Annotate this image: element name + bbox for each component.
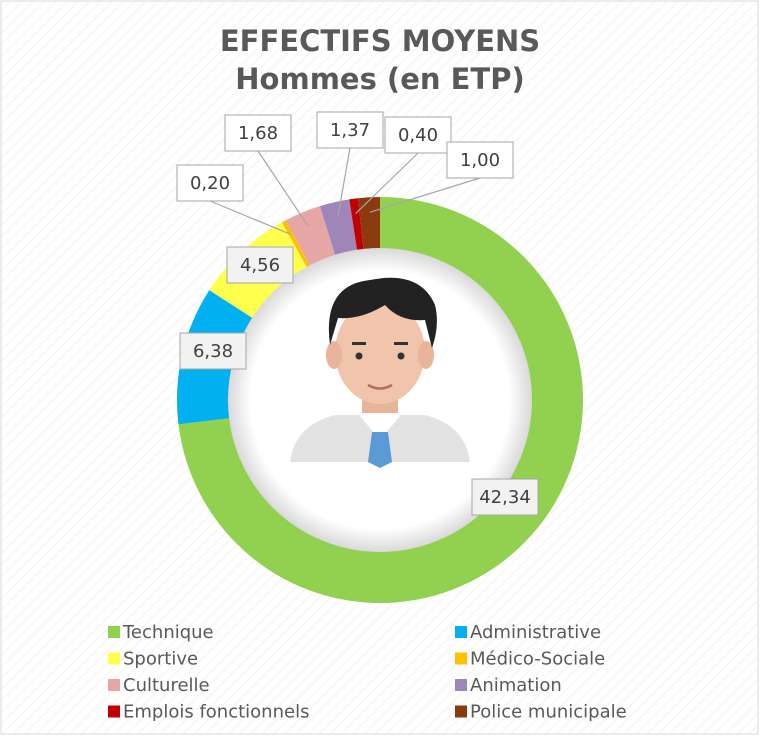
data-label: 6,38	[193, 341, 233, 362]
legend-label: Médico-Sociale	[470, 649, 605, 670]
legend-swatch	[108, 679, 120, 691]
data-label: 1,37	[330, 120, 370, 141]
data-label: 0,20	[190, 173, 230, 194]
chart-title: EFFECTIFS MOYENS Hommes (en ETP)	[180, 22, 580, 98]
legend-label: Emplois fonctionnels	[123, 702, 309, 723]
legend-swatch	[455, 653, 467, 665]
page: 42,34 6,38 4,56 0,20 1,68 1,37 0,40 1,00 Techni…	[0, 0, 760, 736]
data-label: 1,00	[460, 150, 500, 171]
data-label: 1,68	[238, 123, 278, 144]
legend-swatch	[455, 706, 467, 718]
legend-label: Technique	[122, 622, 214, 643]
legend-swatch	[455, 679, 467, 691]
data-label: 42,34	[479, 487, 531, 508]
legend-label: Animation	[470, 675, 562, 696]
data-label: 0,40	[398, 125, 438, 146]
legend-label: Culturelle	[123, 675, 210, 696]
legend-swatch	[108, 706, 120, 718]
chart: 42,34 6,38 4,56 0,20 1,68 1,37 0,40 1,00 Techni…	[0, 0, 760, 736]
legend-swatch	[455, 626, 467, 638]
legend-label: Administrative	[470, 622, 601, 643]
data-label: 4,56	[240, 255, 280, 276]
legend-swatch	[108, 626, 120, 638]
legend-swatch	[108, 653, 120, 665]
legend-label: Police municipale	[470, 702, 627, 723]
legend-label: Sportive	[123, 649, 198, 670]
